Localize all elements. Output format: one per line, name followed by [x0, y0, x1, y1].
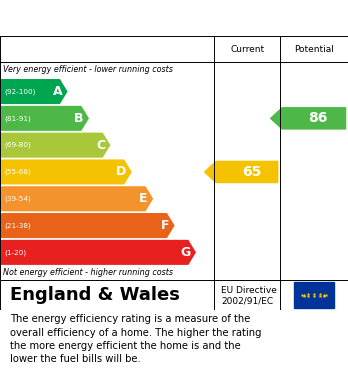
Text: (69-80): (69-80)	[4, 142, 31, 149]
Polygon shape	[270, 107, 346, 129]
Polygon shape	[1, 133, 110, 158]
Polygon shape	[1, 186, 153, 211]
Text: Current: Current	[230, 45, 264, 54]
Text: (21-38): (21-38)	[4, 222, 31, 229]
Text: G: G	[180, 246, 191, 259]
Text: 65: 65	[243, 165, 262, 179]
Text: B: B	[74, 112, 84, 125]
Text: (92-100): (92-100)	[4, 88, 35, 95]
Text: (1-20): (1-20)	[4, 249, 26, 256]
Text: Energy Efficiency Rating: Energy Efficiency Rating	[10, 11, 220, 26]
Text: Very energy efficient - lower running costs: Very energy efficient - lower running co…	[3, 65, 173, 74]
Text: EU Directive: EU Directive	[221, 286, 277, 295]
Text: F: F	[161, 219, 169, 232]
Text: England & Wales: England & Wales	[10, 286, 180, 304]
Text: E: E	[139, 192, 148, 205]
Polygon shape	[1, 106, 89, 131]
Text: A: A	[53, 85, 62, 98]
Polygon shape	[1, 240, 196, 265]
Text: 86: 86	[308, 111, 327, 126]
Text: C: C	[96, 139, 105, 152]
Polygon shape	[204, 161, 278, 183]
Text: 2002/91/EC: 2002/91/EC	[221, 297, 273, 306]
Text: (81-91): (81-91)	[4, 115, 31, 122]
Polygon shape	[1, 213, 175, 238]
Text: (55-68): (55-68)	[4, 169, 31, 175]
Polygon shape	[1, 160, 132, 185]
Text: Potential: Potential	[294, 45, 334, 54]
Text: The energy efficiency rating is a measure of the
overall efficiency of a home. T: The energy efficiency rating is a measur…	[10, 314, 262, 364]
Polygon shape	[1, 79, 68, 104]
Text: D: D	[116, 165, 126, 178]
Text: (39-54): (39-54)	[4, 196, 31, 202]
Text: Not energy efficient - higher running costs: Not energy efficient - higher running co…	[3, 268, 174, 277]
FancyBboxPatch shape	[294, 282, 334, 308]
